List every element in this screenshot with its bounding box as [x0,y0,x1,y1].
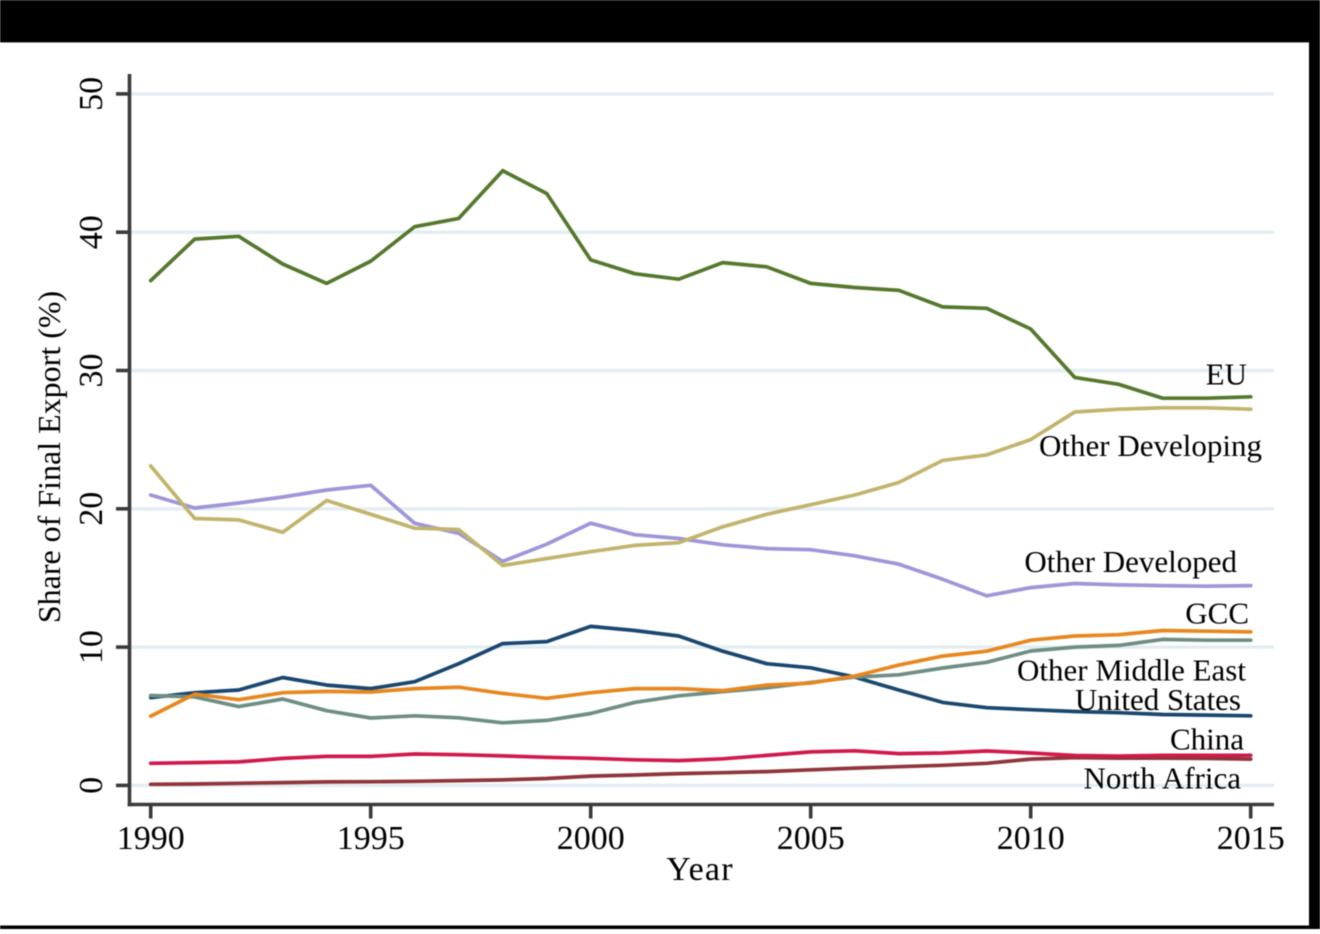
svg-text:50: 50 [73,77,110,111]
svg-text:Other Developing: Other Developing [1039,428,1262,463]
svg-text:20: 20 [73,492,110,526]
svg-text:China: China [1170,722,1244,757]
svg-text:30: 30 [73,354,110,388]
svg-text:40: 40 [73,215,110,249]
svg-text:Other Developed: Other Developed [1024,544,1237,579]
svg-text:10: 10 [73,630,110,664]
svg-text:1990: 1990 [117,820,185,857]
svg-text:Other Middle East: Other Middle East [1017,653,1246,688]
svg-text:2015: 2015 [1217,820,1285,857]
svg-text:0: 0 [73,777,110,794]
svg-text:2010: 2010 [997,820,1065,857]
svg-text:GCC: GCC [1185,595,1249,630]
svg-text:2005: 2005 [777,820,845,857]
svg-text:Share of Final Export (%): Share of Final Export (%) [31,291,67,623]
svg-text:North Africa: North Africa [1083,761,1241,796]
svg-text:1995: 1995 [337,820,405,857]
svg-text:2000: 2000 [557,820,625,857]
svg-text:United States: United States [1075,682,1241,717]
svg-text:Year: Year [666,851,733,888]
svg-text:EU: EU [1206,356,1247,391]
